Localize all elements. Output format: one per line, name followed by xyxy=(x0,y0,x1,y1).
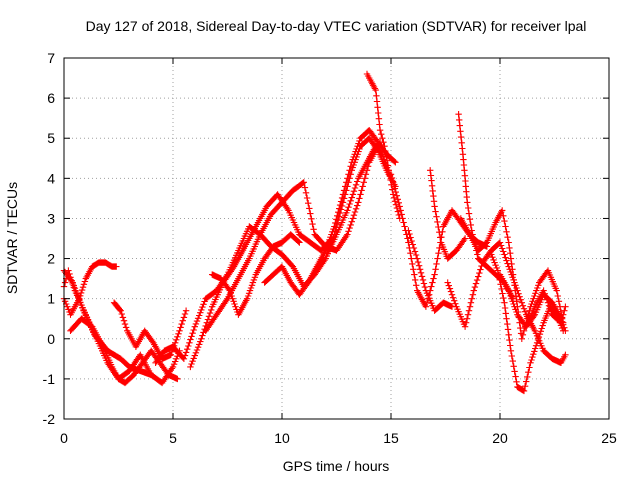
y-tick-label: 5 xyxy=(47,130,55,146)
y-axis-label: SDTVAR / TECUs xyxy=(4,182,20,294)
y-tick-label: 3 xyxy=(47,210,55,226)
series-markers xyxy=(202,139,384,334)
series-markers xyxy=(457,207,567,342)
y-tick-label: -2 xyxy=(43,411,56,427)
data-series xyxy=(523,291,569,334)
x-tick-label: 15 xyxy=(383,430,399,446)
series-markers xyxy=(405,227,456,314)
data-series xyxy=(322,135,399,262)
data-series xyxy=(209,231,303,318)
y-tick-label: 0 xyxy=(47,331,55,347)
series-markers xyxy=(322,135,399,262)
plot-area xyxy=(60,70,569,395)
series-markers xyxy=(488,251,567,395)
y-tick-label: 2 xyxy=(47,251,55,267)
x-tick-label: 20 xyxy=(492,430,508,446)
series-markers xyxy=(427,167,469,262)
series-markers xyxy=(67,315,181,387)
y-tick-label: 6 xyxy=(47,90,55,106)
data-series xyxy=(488,251,567,395)
data-series xyxy=(457,207,567,342)
data-series xyxy=(110,299,190,362)
series-markers xyxy=(209,231,303,318)
data-series xyxy=(405,227,456,314)
data-series xyxy=(60,259,120,318)
x-tick-label: 0 xyxy=(60,430,68,446)
data-series xyxy=(187,191,336,371)
y-tick-label: 1 xyxy=(47,291,55,307)
x-tick-label: 5 xyxy=(169,430,177,446)
data-series xyxy=(261,127,399,298)
series-markers xyxy=(187,191,336,371)
series-markers xyxy=(110,299,190,362)
series-markers xyxy=(363,70,403,222)
data-series xyxy=(427,167,469,262)
axis-ticks: 0 5 10 15 20 25 -2 -1 0 1 2 3 4 5 6 7 xyxy=(43,50,617,446)
y-tick-label: 7 xyxy=(47,50,55,66)
chart-title: Day 127 of 2018, Sidereal Day-to-day VTE… xyxy=(86,18,587,34)
y-tick-label: 4 xyxy=(47,170,55,186)
y-tick-label: -1 xyxy=(43,371,56,387)
x-axis-label: GPS time / hours xyxy=(283,458,390,474)
data-series xyxy=(67,315,181,387)
x-tick-label: 10 xyxy=(274,430,290,446)
data-series xyxy=(202,139,384,334)
x-tick-label: 25 xyxy=(601,430,617,446)
series-markers xyxy=(523,291,569,334)
data-series xyxy=(363,70,403,222)
axes-frame xyxy=(63,57,610,420)
